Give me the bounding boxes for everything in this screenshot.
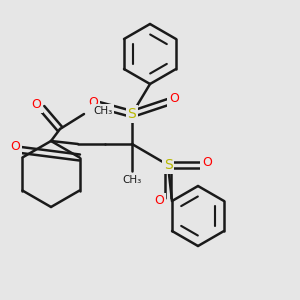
Text: O: O <box>88 95 98 109</box>
Text: CH₃: CH₃ <box>122 175 142 185</box>
Text: S: S <box>128 107 136 121</box>
Text: O: O <box>169 92 179 106</box>
Text: S: S <box>164 158 172 172</box>
Text: O: O <box>10 140 20 154</box>
Text: CH₃: CH₃ <box>93 106 112 116</box>
Text: O: O <box>31 98 41 112</box>
Text: O: O <box>202 155 212 169</box>
Text: O: O <box>154 194 164 208</box>
